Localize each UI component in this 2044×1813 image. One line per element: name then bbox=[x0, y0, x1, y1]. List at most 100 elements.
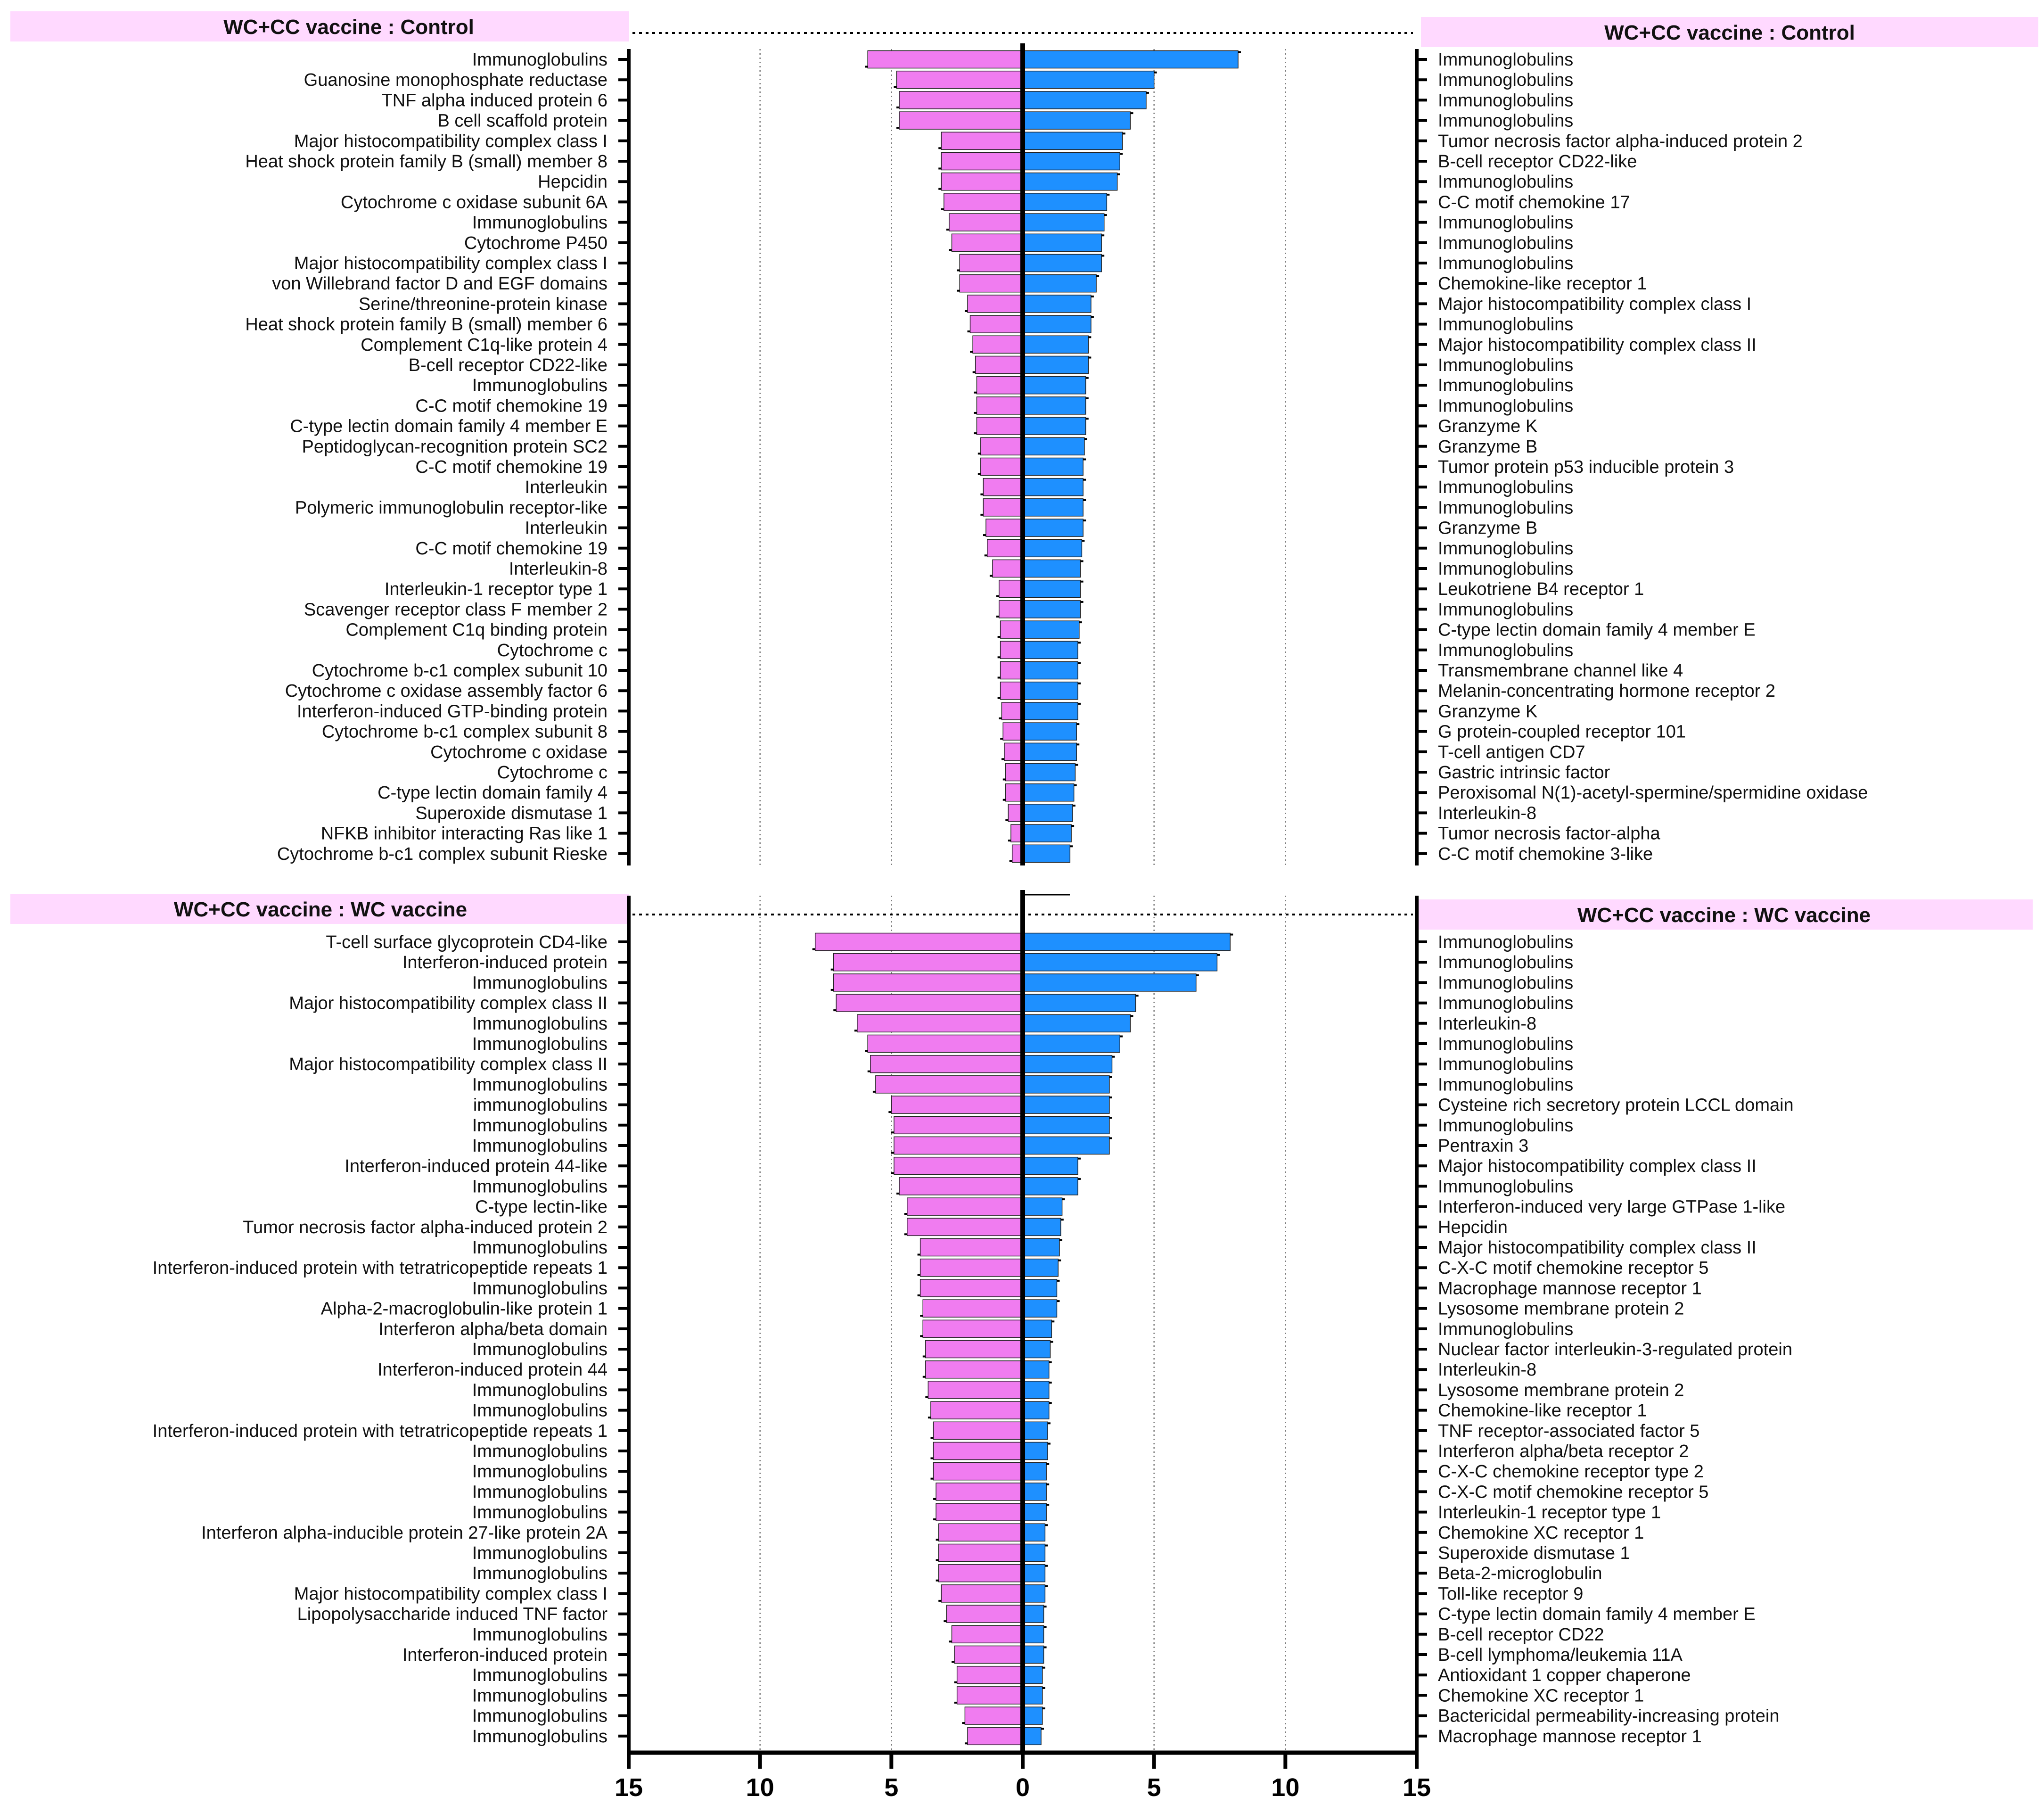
category-label-right-29: Chemokine XC receptor 1 bbox=[1438, 1523, 1644, 1543]
category-label-right-33: C-type lectin domain family 4 member E bbox=[1438, 1605, 1756, 1624]
category-label-left-28: Immunoglobulins bbox=[472, 1503, 607, 1523]
bar-left-30 bbox=[1000, 661, 1023, 680]
category-label-left-8: immunoglobulins bbox=[473, 1096, 607, 1115]
category-label-right-38: Tumor necrosis factor-alpha bbox=[1438, 824, 1661, 844]
category-label-left-34: Immunoglobulins bbox=[472, 1625, 607, 1645]
bar-right-21 bbox=[1022, 1360, 1050, 1379]
category-label-right-12: Major histocompatibility complex class I bbox=[1438, 294, 1751, 314]
category-label-left-22: Polymeric immunoglobulin receptor-like bbox=[295, 498, 607, 518]
bar-left-31 bbox=[1000, 681, 1023, 700]
bar-left-5 bbox=[867, 1034, 1023, 1053]
category-label-right-33: G protein-coupled receptor 101 bbox=[1438, 722, 1686, 742]
category-label-left-19: Peptidoglycan-recognition protein SC2 bbox=[302, 437, 607, 457]
category-label-right-17: Immunoglobulins bbox=[1438, 396, 1573, 416]
bar-left-22 bbox=[983, 498, 1023, 517]
bar-left-10 bbox=[959, 254, 1023, 272]
bar-right-28 bbox=[1022, 620, 1080, 639]
category-label-right-26: Leukotriene B4 receptor 1 bbox=[1438, 579, 1644, 599]
category-label-left-4: Major histocompatibility complex class I bbox=[294, 132, 607, 151]
bar-right-0 bbox=[1022, 50, 1239, 69]
category-label-right-31: Melanin-concentrating hormone receptor 2 bbox=[1438, 681, 1775, 701]
bar-left-0 bbox=[814, 932, 1023, 951]
bar-left-24 bbox=[987, 539, 1023, 558]
category-label-left-20: Immunoglobulins bbox=[472, 1340, 607, 1360]
bar-right-32 bbox=[1022, 702, 1078, 720]
bar-left-6 bbox=[870, 1055, 1023, 1073]
category-label-right-32: Granzyme K bbox=[1438, 701, 1537, 721]
x-tick-label-2: 5 bbox=[884, 1773, 898, 1802]
category-label-left-15: Immunoglobulins bbox=[472, 1238, 607, 1258]
bar-right-9 bbox=[1022, 1116, 1110, 1135]
bar-right-1 bbox=[1022, 70, 1155, 89]
bar-left-21 bbox=[925, 1360, 1023, 1379]
bar-right-20 bbox=[1022, 1340, 1051, 1359]
category-label-right-13: Interferon-induced very large GTPase 1-l… bbox=[1438, 1197, 1785, 1217]
category-label-left-10: Major histocompatibility complex class I bbox=[294, 254, 607, 273]
panel-bottom: WC+CC vaccine : WC vaccine WC+CC vaccine… bbox=[10, 894, 2033, 930]
category-label-right-10: Pentraxin 3 bbox=[1438, 1136, 1528, 1156]
category-label-right-14: Major histocompatibility complex class I… bbox=[1438, 335, 1757, 355]
bar-right-27 bbox=[1022, 600, 1081, 618]
bar-right-26 bbox=[1022, 1462, 1047, 1481]
category-label-right-7: Immunoglobulins bbox=[1438, 1075, 1573, 1095]
bar-left-19 bbox=[980, 437, 1023, 456]
bar-left-15 bbox=[919, 1238, 1023, 1257]
category-label-right-2: Immunoglobulins bbox=[1438, 91, 1573, 110]
category-label-left-17: Immunoglobulins bbox=[472, 1278, 607, 1298]
bar-left-1 bbox=[896, 70, 1023, 89]
category-label-left-18: Alpha-2-macroglobulin-like protein 1 bbox=[321, 1299, 607, 1319]
category-label-left-29: Interferon alpha-inducible protein 27-li… bbox=[201, 1523, 608, 1543]
category-label-left-5: Immunoglobulins bbox=[472, 1034, 607, 1054]
category-label-left-13: Heat shock protein family B (small) memb… bbox=[245, 315, 607, 335]
category-label-right-37: Chemokine XC receptor 1 bbox=[1438, 1686, 1644, 1706]
category-label-right-8: Immunoglobulins bbox=[1438, 213, 1573, 233]
bar-left-12 bbox=[967, 295, 1023, 313]
bar-left-18 bbox=[976, 417, 1023, 435]
panel-title-top-left: WC+CC vaccine : Control bbox=[223, 16, 474, 39]
panel-title-bottom-right: WC+CC vaccine : WC vaccine bbox=[1577, 904, 1871, 927]
bar-left-39 bbox=[967, 1727, 1023, 1746]
bar-left-14 bbox=[907, 1218, 1023, 1236]
category-label-left-7: Cytochrome c oxidase subunit 6A bbox=[341, 192, 608, 212]
x-tick-label-0: 15 bbox=[615, 1773, 643, 1802]
bar-left-19 bbox=[922, 1319, 1023, 1338]
category-label-right-11: Major histocompatibility complex class I… bbox=[1438, 1156, 1757, 1176]
category-label-left-31: Immunoglobulins bbox=[472, 1564, 607, 1583]
category-label-left-11: Interferon-induced protein 44-like bbox=[345, 1156, 607, 1176]
x-tick-label-4: 5 bbox=[1147, 1773, 1161, 1802]
bar-right-2 bbox=[1022, 973, 1197, 992]
panel-top: WC+CC vaccine : Control WC+CC vaccine : … bbox=[10, 11, 2038, 47]
bar-left-25 bbox=[992, 559, 1023, 578]
bar-right-16 bbox=[1022, 376, 1086, 395]
category-label-right-1: Immunoglobulins bbox=[1438, 953, 1573, 972]
bar-right-5 bbox=[1022, 152, 1120, 171]
category-label-right-30: Transmembrane channel like 4 bbox=[1438, 661, 1683, 681]
bar-left-27 bbox=[936, 1483, 1023, 1501]
bar-left-37 bbox=[1008, 804, 1023, 822]
category-label-right-35: B-cell lymphoma/leukemia 11A bbox=[1438, 1645, 1683, 1665]
bar-right-6 bbox=[1022, 172, 1118, 191]
category-label-left-6: Hepcidin bbox=[538, 172, 607, 192]
category-label-right-32: Toll-like receptor 9 bbox=[1438, 1584, 1583, 1604]
category-label-left-12: Immunoglobulins bbox=[472, 1177, 607, 1196]
category-label-right-26: C-X-C chemokine receptor type 2 bbox=[1438, 1462, 1704, 1482]
category-label-right-16: C-X-C motif chemokine receptor 5 bbox=[1438, 1258, 1708, 1278]
bar-right-17 bbox=[1022, 1279, 1058, 1297]
category-label-left-19: Interferon alpha/beta domain bbox=[378, 1319, 607, 1339]
bar-right-18 bbox=[1022, 417, 1086, 435]
bar-left-14 bbox=[972, 335, 1023, 354]
bar-left-35 bbox=[954, 1645, 1023, 1664]
bar-left-2 bbox=[833, 973, 1023, 992]
bar-right-15 bbox=[1022, 1238, 1060, 1257]
bar-right-10 bbox=[1022, 254, 1102, 272]
bar-right-3 bbox=[1022, 111, 1131, 130]
category-label-right-20: Nuclear factor interleukin-3-regulated p… bbox=[1438, 1340, 1792, 1360]
title-bg-bottom-left bbox=[10, 894, 629, 924]
bar-right-37 bbox=[1022, 1686, 1043, 1705]
bar-right-23 bbox=[1022, 1401, 1050, 1419]
category-label-left-6: Major histocompatibility complex class I… bbox=[289, 1055, 607, 1074]
bar-right-17 bbox=[1022, 396, 1086, 415]
bar-left-21 bbox=[983, 478, 1023, 496]
category-label-left-38: NFKB inhibitor interacting Ras like 1 bbox=[321, 824, 607, 844]
bar-right-22 bbox=[1022, 498, 1084, 517]
